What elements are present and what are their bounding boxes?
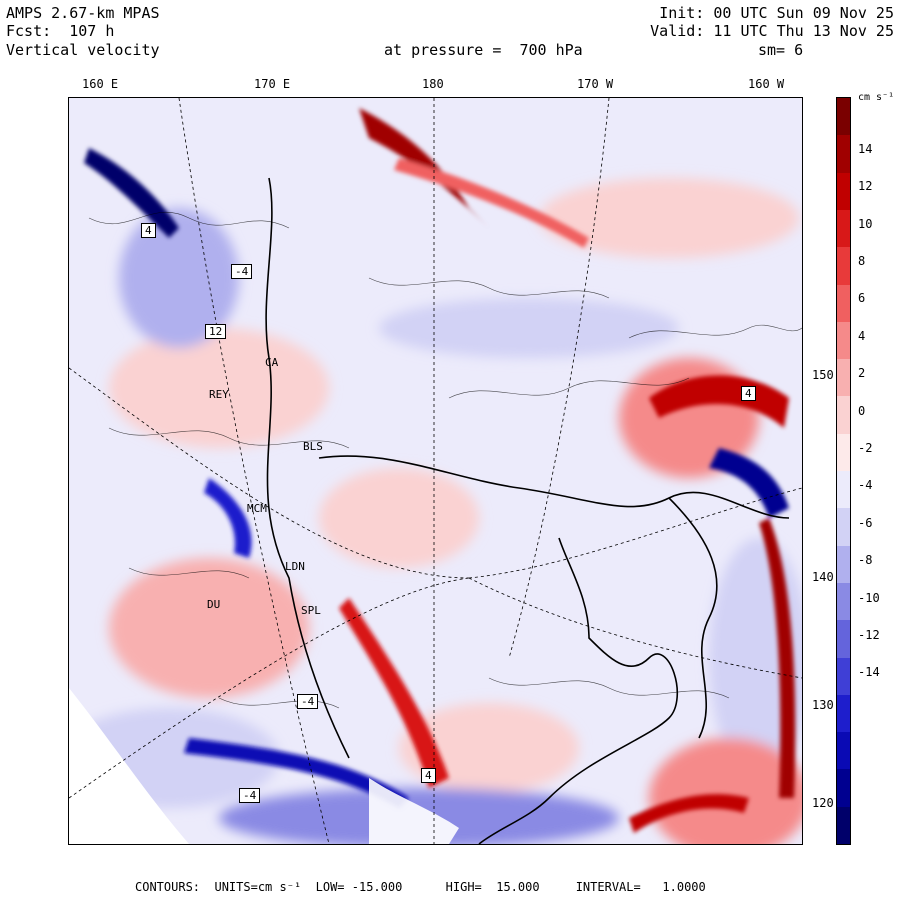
colorbar-tick-label: 14 [858, 141, 873, 156]
colorbar-tick-label: 10 [858, 216, 873, 231]
station-label: DU [207, 598, 221, 611]
colorbar-tick-label: -12 [858, 628, 880, 642]
colorbar-segment [837, 694, 850, 733]
station-label: REY [209, 388, 229, 401]
colorbar [836, 97, 851, 845]
colorbar-tick-label: 8 [858, 254, 866, 268]
value-box: 4 [421, 768, 436, 783]
station-label: LDN [285, 560, 305, 573]
colorbar-segment [837, 657, 850, 696]
coastline [265, 177, 790, 844]
colorbar-tick-label: -2 [858, 441, 873, 455]
colorbar-tick-label: -6 [858, 515, 873, 530]
field-name: Vertical velocity [6, 41, 160, 59]
lon-label-180: 180 [422, 77, 444, 91]
station-label: SPL [301, 604, 321, 617]
colorbar-segment [837, 732, 850, 770]
station-label: CA [265, 356, 279, 369]
colorbar-segment [837, 806, 850, 845]
colorbar-tick-label: -8 [858, 553, 873, 568]
field-patches [69, 178, 802, 844]
colorbar-segment [837, 545, 850, 584]
colorbar-segment [837, 209, 850, 248]
colorbar-segment [837, 620, 850, 658]
value-box: -4 [297, 694, 319, 709]
station-label: MCM [247, 502, 267, 515]
lon-label-160e: 160 E [82, 77, 119, 91]
colorbar-tick-label: 0 [858, 403, 866, 418]
model-title: AMPS 2.67-km MPAS [6, 4, 160, 22]
no-data-region [69, 688, 189, 844]
value-box: -4 [239, 788, 261, 803]
pressure-level: at pressure = 700 hPa [384, 41, 583, 59]
colorbar-segment [837, 284, 850, 323]
vertical-velocity-field [69, 98, 802, 844]
colorbar-tick-label: 12 [858, 179, 873, 194]
colorbar-segment [837, 582, 850, 621]
station-label: BLS [303, 440, 323, 453]
colorbar-segment [837, 433, 850, 472]
colorbar-tick-label: -4 [858, 478, 873, 493]
smoothing: sm= 6 [758, 41, 804, 59]
value-box: 4 [141, 223, 156, 238]
contour-lines [88, 212, 802, 709]
colorbar-segment [837, 508, 850, 547]
colorbar-segment [837, 359, 850, 397]
colorbar-tick-label: -10 [858, 590, 880, 605]
colorbar-segment [837, 769, 850, 808]
valid-time: Valid: 11 UTC Thu 13 Nov 25 [650, 22, 894, 40]
lon-label-160w: 160 W [748, 77, 785, 91]
value-box: 4 [741, 386, 756, 401]
colorbar-segment [837, 98, 850, 136]
colorbar-segment [837, 247, 850, 285]
lon-label-170w: 170 W [577, 77, 614, 91]
value-box: 12 [205, 324, 227, 339]
colorbar-unit: cm s⁻¹ [858, 92, 895, 103]
colorbar-tick-label: 2 [858, 366, 866, 381]
contour-info: CONTOURS: UNITS=cm s⁻¹ LOW= -15.000 HIGH… [135, 880, 706, 894]
colorbar-segment [837, 396, 850, 435]
colorbar-tick-label: -14 [858, 665, 880, 680]
colorbar-segment [837, 471, 850, 509]
value-box: -4 [231, 264, 253, 279]
init-time: Init: 00 UTC Sun 09 Nov 25 [659, 4, 894, 22]
map-panel: REY MCM LDN BLS SPL DU CA 4 -4 12 4 -4 -… [68, 97, 803, 845]
colorbar-segment [837, 172, 850, 211]
graticule [69, 98, 802, 844]
colorbar-segment [837, 135, 850, 174]
forecast-hour: Fcst: 107 h [6, 22, 115, 40]
lon-label-170e: 170 E [254, 77, 291, 91]
colorbar-segment [837, 321, 850, 360]
colorbar-tick-label: 4 [858, 328, 866, 343]
colorbar-tick-label: 6 [858, 291, 866, 306]
